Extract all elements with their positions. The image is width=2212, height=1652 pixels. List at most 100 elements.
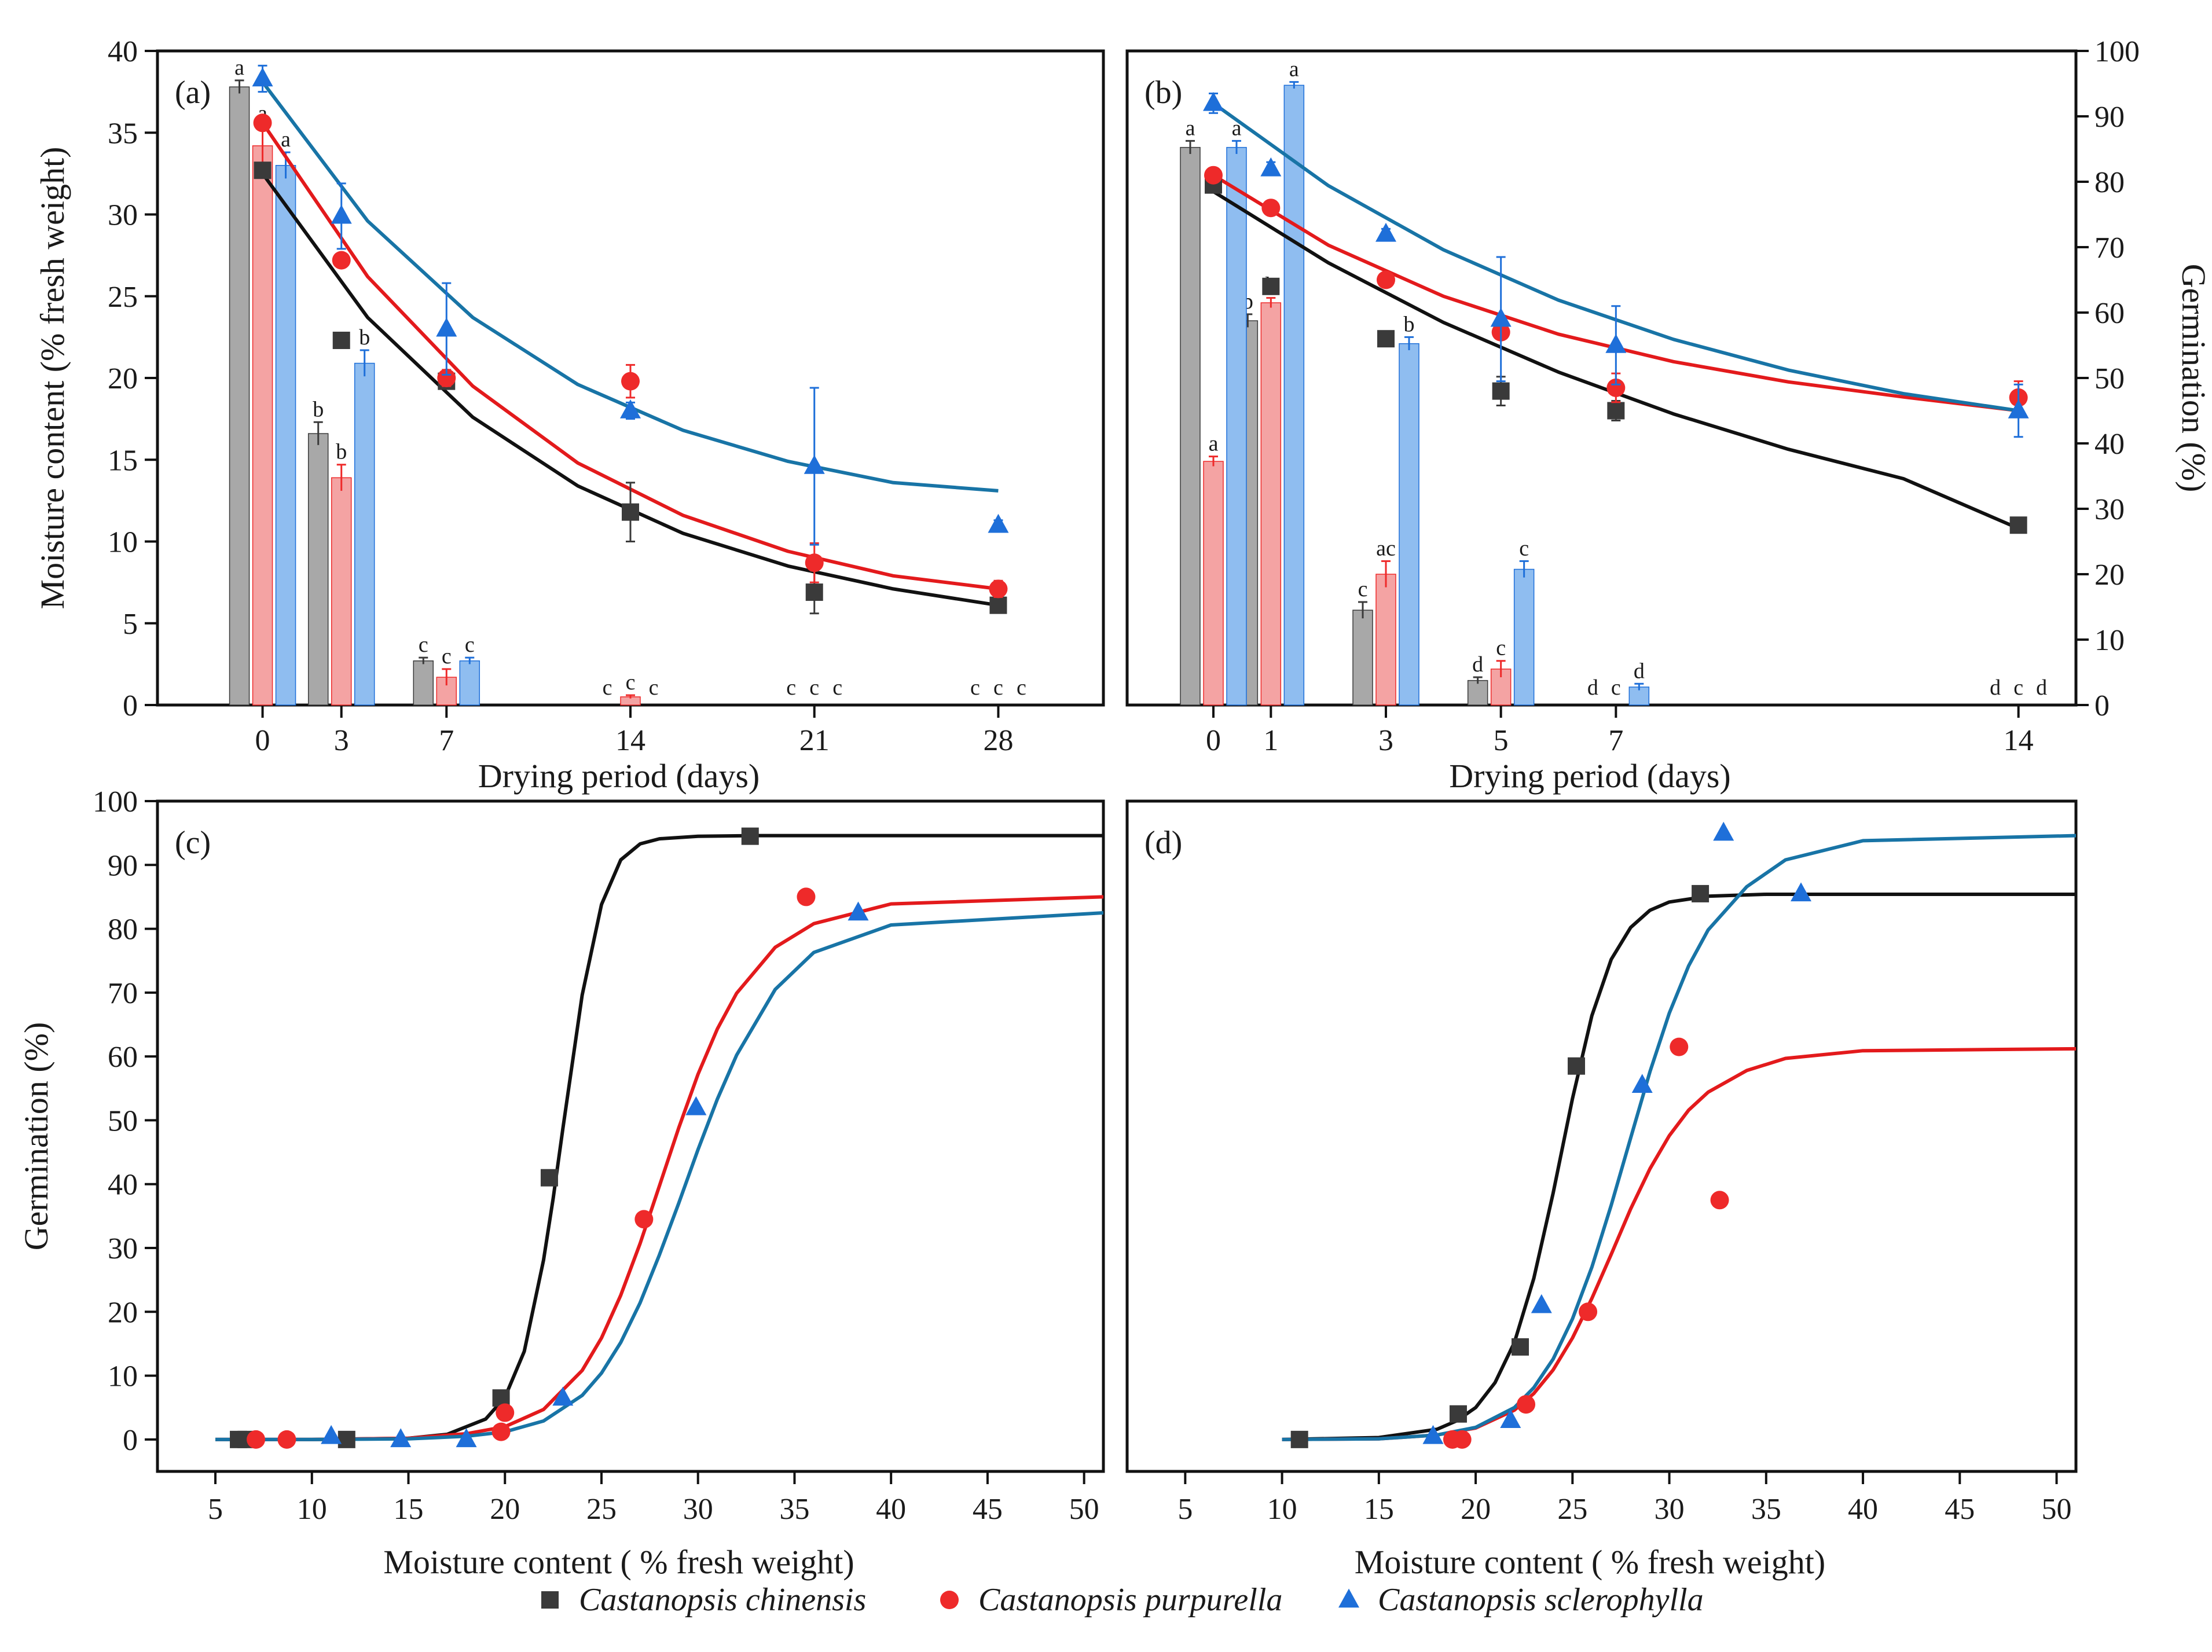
y2-tick-label: 60	[2094, 297, 2125, 330]
data-point	[1607, 402, 1625, 420]
x-axis-label: Moisture content ( % fresh weight)	[383, 1543, 854, 1581]
x-tick-label: 14	[2004, 724, 2034, 757]
x-tick-label: 40	[1848, 1493, 1878, 1526]
data-point	[247, 1430, 266, 1449]
bar	[1203, 461, 1224, 706]
significance-letter: d	[1472, 652, 1483, 677]
significance-letter: b	[1404, 312, 1415, 336]
data-point	[253, 113, 272, 133]
y2-tick-label: 40	[2094, 428, 2125, 461]
significance-letter: c	[832, 676, 842, 700]
y-tick-label: 20	[108, 362, 138, 395]
significance-letter: a	[1289, 57, 1299, 82]
significance-letter: c	[1611, 676, 1621, 700]
data-point	[1422, 1425, 1444, 1444]
bar	[1283, 85, 1305, 706]
data-point	[1568, 1057, 1586, 1075]
y-axis-label: Germination (%)	[17, 1022, 55, 1251]
x-tick-label: 35	[1751, 1493, 1781, 1526]
data-point	[552, 1386, 574, 1406]
x-axis-label: Drying period (days)	[1449, 757, 1730, 795]
significance-letter: c	[626, 670, 636, 695]
bar	[459, 660, 480, 706]
data-point	[989, 596, 1007, 614]
significance-letter: a	[234, 56, 244, 80]
significance-letter: b	[336, 440, 347, 464]
data-point	[1710, 1191, 1729, 1210]
significance-letter: d	[1634, 659, 1645, 683]
data-point	[332, 332, 350, 350]
y2-tick-label: 10	[2094, 624, 2125, 657]
y2-tick-label: 20	[2094, 559, 2125, 592]
significance-letter: a	[1186, 116, 1195, 140]
y-tick-label: 100	[93, 785, 138, 818]
panel-d: (d) 5 10 15 20 25 30 35 40 45 50 Moisture content (…	[1125, 799, 2078, 1581]
x-tick-label: 35	[779, 1493, 809, 1526]
legend: Castanopsis chinensis Castanopsis purpure…	[541, 1582, 1704, 1618]
significance-letter: a	[1209, 432, 1219, 456]
data-point	[390, 1428, 412, 1448]
bar	[307, 433, 329, 706]
x-tick-label: 30	[1655, 1493, 1685, 1526]
y-tick-label: 80	[108, 913, 138, 946]
y2-tick-label: 80	[2094, 166, 2125, 199]
x-tick-label: 21	[799, 724, 830, 757]
data-point	[1449, 1405, 1467, 1423]
legend-label: Castanopsis purpurella	[978, 1582, 1282, 1618]
significance-letter: c	[465, 633, 475, 657]
data-point	[1375, 222, 1396, 242]
bar	[252, 145, 273, 706]
significance-letter: b	[313, 397, 324, 421]
data-point	[805, 553, 824, 572]
y-tick-label: 10	[108, 1360, 138, 1393]
x-tick-label: 3	[1378, 724, 1393, 757]
y-tick-label: 25	[108, 281, 138, 314]
data-point	[1500, 1409, 1521, 1429]
data-point	[2009, 516, 2027, 534]
x-tick-label: 30	[683, 1493, 713, 1526]
y-tick-label: 90	[108, 849, 138, 882]
y-tick-label: 50	[108, 1104, 138, 1137]
y-tick-label: 40	[108, 1169, 138, 1202]
data-point	[254, 161, 272, 179]
significance-letter: c	[1519, 536, 1529, 560]
data-point	[685, 1096, 707, 1115]
data-point	[741, 827, 759, 845]
bar	[1467, 680, 1488, 706]
x-tick-label: 14	[615, 724, 645, 757]
x-tick-label: 25	[1557, 1493, 1587, 1526]
y-tick-label: 5	[123, 608, 138, 641]
y-tick-label: 70	[108, 977, 138, 1010]
data-point	[622, 503, 639, 521]
data-point	[456, 1428, 477, 1448]
significance-letter: b	[359, 325, 370, 350]
y-axis-label: Moisture content (% fresh weight)	[34, 147, 71, 610]
data-point	[1713, 821, 1734, 841]
data-point	[496, 1403, 515, 1422]
data-point	[1692, 884, 1710, 902]
y-tick-label: 35	[108, 117, 138, 150]
data-point	[252, 67, 273, 87]
fit-curve	[1282, 893, 2076, 1441]
significance-letter: c	[419, 633, 428, 657]
bar	[354, 362, 375, 706]
significance-letter: c	[603, 676, 612, 700]
legend-label: Castanopsis sclerophylla	[1378, 1582, 1704, 1618]
significance-letter: d	[1990, 676, 2001, 700]
y-tick-label: 10	[108, 526, 138, 559]
x-tick-label: 5	[208, 1493, 223, 1526]
data-point	[989, 579, 1008, 599]
x-tick-label: 0	[255, 724, 270, 757]
data-point	[634, 1210, 654, 1229]
x-tick-label: 10	[1267, 1493, 1297, 1526]
y2-tick-label: 0	[2094, 689, 2110, 722]
x-tick-label: 20	[490, 1493, 520, 1526]
bar	[331, 477, 352, 706]
fit-curve	[1282, 1047, 2076, 1441]
bar	[1352, 610, 1373, 706]
data-point	[1492, 382, 1510, 400]
x-tick-label: 15	[1364, 1493, 1394, 1526]
plot-frame	[1125, 799, 2078, 1473]
data-point	[1260, 157, 1282, 177]
y2-tick-label: 30	[2094, 493, 2125, 526]
